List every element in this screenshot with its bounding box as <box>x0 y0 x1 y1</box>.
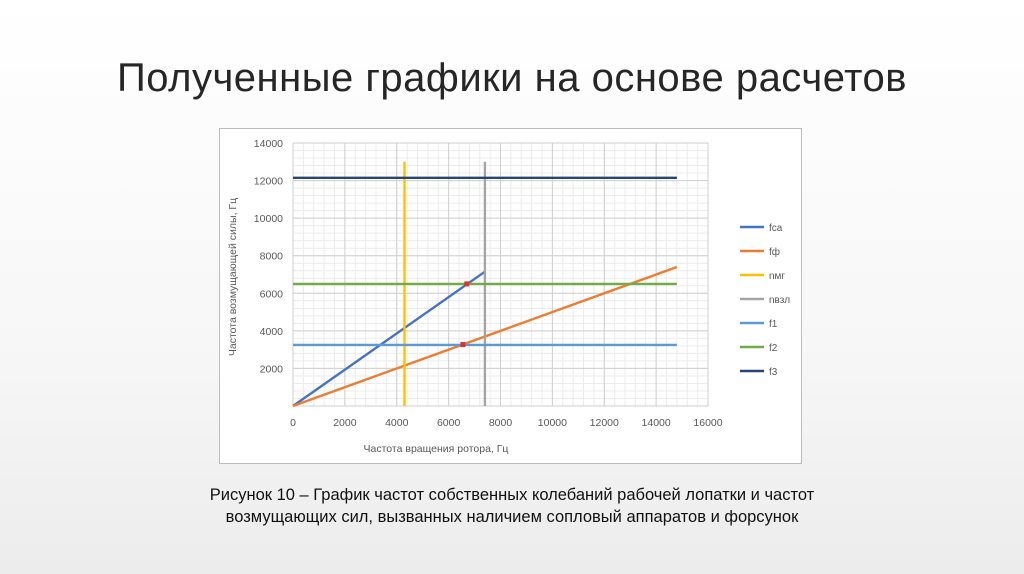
legend-label-f1: f1 <box>769 319 778 330</box>
legend-label-nмг: nмг <box>769 271 785 282</box>
legend-label-nвзл: nвзл <box>769 295 790 306</box>
x-tick-label: 2000 <box>333 417 357 429</box>
x-tick-label: 8000 <box>489 417 513 429</box>
x-axis-label: Частота вращения ротора, Гц <box>364 443 509 455</box>
y-axis-label: Частота возмущающей силы, Гц <box>227 198 239 356</box>
legend-label-f3: f3 <box>769 367 778 378</box>
legend-label-fф: fф <box>769 246 780 258</box>
y-tick-label: 10000 <box>254 213 283 225</box>
x-tick-label: 0 <box>290 417 296 429</box>
legend: fca fф nмг nвзл f1 f2 f3 <box>740 223 790 378</box>
x-tick-label: 16000 <box>693 417 722 429</box>
y-tick-label: 14000 <box>254 138 283 150</box>
chart-svg: 0 2000 4000 6000 8000 10000 12000 14000 16000 200… <box>227 138 790 455</box>
legend-label-fca: fca <box>769 223 783 234</box>
y-tick-label: 2000 <box>260 363 284 375</box>
chart-area: 0 2000 4000 6000 8000 10000 12000 14000 16000 200… <box>219 128 802 464</box>
x-tick-label: 4000 <box>385 417 409 429</box>
legend-label-f2: f2 <box>769 343 778 354</box>
x-tick-label: 6000 <box>437 417 461 429</box>
x-tick-label: 12000 <box>590 417 619 429</box>
series-line-fca <box>292 270 486 407</box>
intersection-markers <box>460 281 470 348</box>
series-lines <box>292 161 678 408</box>
x-tick-label: 10000 <box>538 417 567 429</box>
y-tick-label: 6000 <box>260 288 284 300</box>
caption-line-2: возмущающих сил, вызванных наличием сопл… <box>225 508 799 526</box>
intersection-marker <box>460 342 466 348</box>
slide-title: Полученные графики на основе расчетов <box>117 56 907 100</box>
y-tick-label: 8000 <box>260 251 284 263</box>
intersection-marker <box>464 281 470 287</box>
y-tick-label: 4000 <box>260 326 284 338</box>
x-tick-label: 14000 <box>642 417 671 429</box>
axis-ticks: 0 2000 4000 6000 8000 10000 12000 14000 16000 200… <box>254 138 723 429</box>
y-tick-label: 12000 <box>254 176 283 188</box>
major-gridlines <box>292 142 709 407</box>
figure-caption: Рисунок 10 – График частот собственных к… <box>0 484 1024 528</box>
caption-line-1: Рисунок 10 – График частот собственных к… <box>209 486 815 504</box>
